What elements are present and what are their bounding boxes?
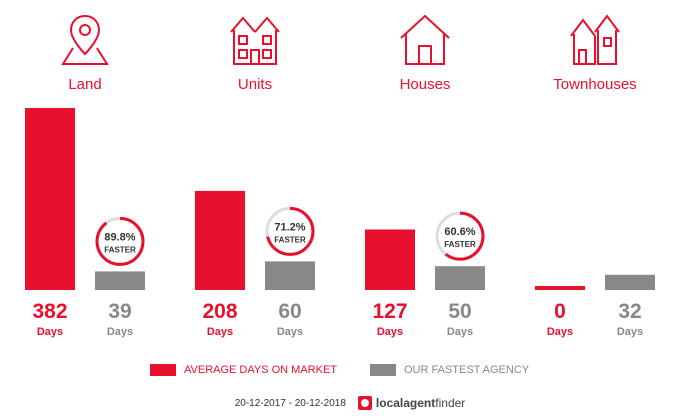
category-label-units: Units xyxy=(237,76,273,93)
badge-label-units: FASTER xyxy=(274,235,306,244)
bar-market-houses xyxy=(365,229,415,290)
apartment-building-icon xyxy=(225,10,285,70)
footer: 20-12-2017 - 20-12-2018 localagent finder xyxy=(0,396,700,410)
legend-market: AVERAGE DAYS ON MARKET xyxy=(150,364,337,376)
brand-text-part2: finder xyxy=(435,396,466,410)
legend-swatch-market xyxy=(150,364,176,376)
badge-percent-units: 71.2% xyxy=(274,221,305,233)
badge-progress-units xyxy=(265,206,315,256)
bar-agency-townhouses xyxy=(605,274,655,290)
value-label-market-townhouses: 0 xyxy=(554,300,566,323)
brand-text-part1: localagent xyxy=(375,396,436,410)
unit-label-market-land: Days xyxy=(37,326,63,338)
date-range: 20-12-2017 - 20-12-2018 xyxy=(234,397,346,409)
townhouses-icon xyxy=(565,10,625,70)
legend-agency: OUR FASTEST AGENCY xyxy=(370,364,529,376)
bar-market-townhouses xyxy=(535,286,585,290)
category-label-townhouses: Townhouses xyxy=(553,76,637,93)
badge-label-houses: FASTER xyxy=(444,240,476,249)
house-icon xyxy=(395,10,455,70)
bar-market-land xyxy=(25,108,75,290)
value-label-agency-land: 39 xyxy=(108,300,131,323)
value-label-market-land: 382 xyxy=(32,300,67,323)
badge-progress-houses xyxy=(435,211,485,261)
unit-label-agency-units: Days xyxy=(277,326,303,338)
legend-swatch-agency xyxy=(370,364,396,376)
bar-agency-houses xyxy=(435,266,485,290)
unit-label-agency-houses: Days xyxy=(447,326,473,338)
bar-market-units xyxy=(195,190,245,290)
unit-label-agency-land: Days xyxy=(107,326,133,338)
badge-percent-houses: 60.6% xyxy=(444,226,475,238)
badge-progress-land xyxy=(95,216,145,266)
category-label-houses: Houses xyxy=(399,76,451,93)
unit-label-market-units: Days xyxy=(207,326,233,338)
badge-label-land: FASTER xyxy=(104,245,136,254)
value-label-agency-houses: 50 xyxy=(448,300,471,323)
brand-icon xyxy=(357,396,372,410)
brand-logo: localagent finder xyxy=(357,396,466,410)
unit-label-market-houses: Days xyxy=(377,326,403,338)
legend-label-market: AVERAGE DAYS ON MARKET xyxy=(184,364,338,376)
value-label-agency-units: 60 xyxy=(278,300,301,323)
value-label-market-units: 208 xyxy=(202,300,237,323)
unit-label-market-townhouses: Days xyxy=(547,326,573,338)
unit-label-agency-townhouses: Days xyxy=(617,326,643,338)
location-pin-map-icon xyxy=(55,10,115,70)
bar-agency-land xyxy=(95,271,145,290)
badge-percent-land: 89.8% xyxy=(104,231,135,243)
category-label-land: Land xyxy=(68,76,102,93)
legend-label-agency: OUR FASTEST AGENCY xyxy=(404,364,530,376)
bar-agency-units xyxy=(265,261,315,290)
value-label-agency-townhouses: 32 xyxy=(618,300,641,323)
value-label-market-houses: 127 xyxy=(372,300,407,323)
